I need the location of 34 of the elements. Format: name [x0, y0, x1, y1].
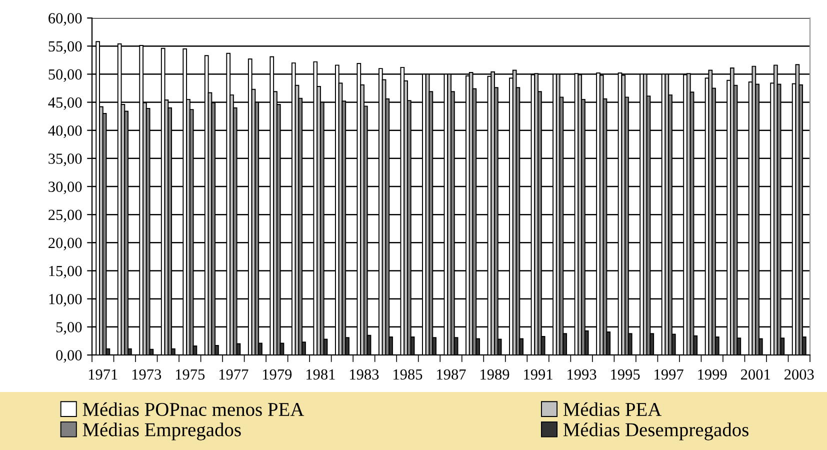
x-tick-label: 1983 — [350, 369, 379, 380]
legend-label: Médias Desempregados — [563, 422, 748, 440]
y-tick-label: 20,00 — [48, 238, 82, 250]
y-tick-label: 25,00 — [48, 210, 82, 222]
x-tick-label: 1997 — [654, 369, 684, 380]
y-tick-label: 45,00 — [48, 97, 82, 110]
x-tick-label: 2001 — [741, 369, 770, 380]
x-tick-label: 1999 — [698, 369, 727, 380]
x-tick-label: 1979 — [263, 369, 292, 380]
x-tick-label: 1977 — [219, 369, 248, 380]
x-tick-label: 1973 — [132, 369, 162, 380]
x-tick-label: 1985 — [394, 369, 422, 380]
legend-label: Médias PEA — [563, 402, 662, 416]
y-tick-label: 15,00 — [49, 266, 82, 278]
y-tick-label: 5,00 — [56, 322, 82, 335]
x-tick-label: 1987 — [437, 369, 466, 380]
y-tick-label: 30,00 — [48, 182, 82, 194]
legend-label: Médias Empregados — [82, 422, 241, 440]
y-tick-label: 10,00 — [49, 294, 82, 306]
x-tick-label: 2003 — [784, 369, 814, 380]
x-tick-label: 1995 — [611, 369, 640, 380]
x-tick-label: 1989 — [480, 369, 510, 380]
x-tick-label: 1971 — [88, 369, 118, 380]
y-tick-label: 35,00 — [48, 154, 82, 166]
x-tick-label: 1981 — [306, 369, 335, 380]
y-tick-label: 40,00 — [48, 125, 82, 138]
y-tick-label: 50,00 — [48, 69, 82, 82]
x-tick-label: 1975 — [176, 369, 205, 380]
y-tick-label: 60,00 — [48, 13, 82, 26]
y-tick-label: 0,00 — [56, 350, 82, 363]
x-tick-label: 1993 — [568, 369, 596, 380]
legend-label: Médias POPnac menos PEA — [82, 402, 304, 416]
y-tick-label: 55,00 — [48, 41, 82, 54]
x-tick-label: 1991 — [524, 369, 552, 380]
